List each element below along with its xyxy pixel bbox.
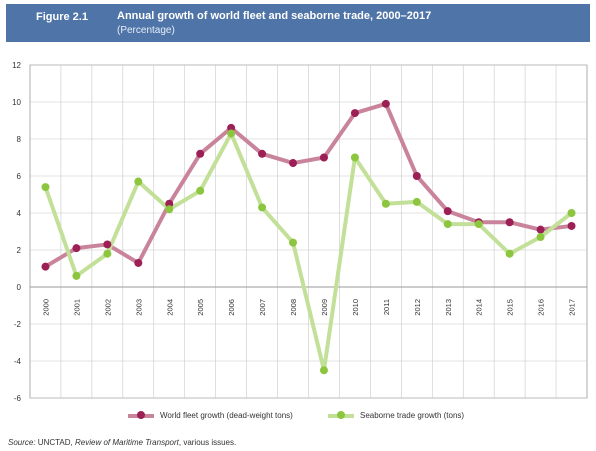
data-point-fleet [72, 244, 81, 253]
data-point-fleet [567, 221, 576, 230]
data-point-trade [319, 366, 328, 375]
x-tick-label: 2014 [475, 299, 484, 316]
figure-number: Figure 2.1 [36, 11, 88, 23]
y-tick-label: -2 [14, 320, 22, 329]
y-tick-label: -6 [14, 394, 22, 403]
x-tick-label: 2012 [413, 299, 422, 316]
data-point-trade [536, 233, 545, 242]
legend-label-trade: Seaborne trade growth (tons) [360, 410, 465, 420]
line-chart: 12 10 8 6 4 2 0 -2 -4 -6 2000 2001 2002 2003 2004 2005 2… [12, 61, 588, 403]
y-tick-label: 10 [12, 98, 21, 107]
data-point-fleet [443, 207, 452, 216]
source-prefix: Source: [8, 438, 36, 447]
legend-item-fleet: World fleet growth (dead-weight tons) [128, 408, 293, 422]
x-tick-label: 2003 [134, 299, 143, 316]
data-point-fleet [134, 258, 143, 267]
x-tick-label: 2004 [165, 299, 174, 316]
data-point-trade [412, 197, 421, 206]
data-point-trade [350, 153, 359, 162]
data-point-fleet [381, 99, 390, 108]
figure-subtitle: (Percentage) [117, 25, 175, 36]
source-body-1: UNCTAD, [35, 438, 75, 447]
data-point-trade [567, 209, 576, 217]
x-tick-label: 2000 [41, 299, 50, 316]
data-point-trade [474, 220, 483, 229]
y-tick-label: 0 [17, 283, 22, 292]
x-tick-label: 2017 [568, 299, 577, 316]
x-tick-label: 2016 [537, 299, 546, 316]
data-point-fleet [536, 225, 545, 234]
data-point-fleet [41, 262, 50, 271]
data-point-trade [227, 129, 236, 138]
figure-header: Figure 2.1 Annual growth of world fleet … [6, 4, 590, 42]
y-tick-label: 4 [17, 209, 22, 218]
y-tick-label: 12 [12, 61, 21, 70]
x-tick-label: 2001 [72, 299, 81, 316]
x-tick-label: 2008 [289, 299, 298, 316]
series-line-fleet [43, 101, 574, 269]
data-point-trade [443, 220, 452, 229]
x-tick-label: 2009 [320, 299, 329, 316]
series-line-trade [43, 131, 574, 373]
legend-swatch-trade [328, 408, 354, 422]
x-tick-label: 2013 [444, 299, 453, 316]
data-point-fleet [319, 153, 328, 162]
data-point-fleet [505, 218, 514, 227]
data-point-fleet [196, 149, 205, 158]
x-tick-label: 2005 [196, 299, 205, 316]
data-point-trade [289, 238, 298, 247]
legend-item-trade: Seaborne trade growth (tons) [328, 408, 464, 422]
y-tick-label: -4 [14, 357, 22, 366]
data-point-trade [134, 177, 143, 186]
x-tick-label: 2007 [258, 299, 267, 316]
x-tick-label: 2015 [506, 299, 515, 316]
data-point-fleet [103, 240, 112, 249]
y-tick-label: 8 [17, 135, 22, 144]
data-point-trade [72, 271, 81, 280]
source-note: Source: UNCTAD, Review of Maritime Trans… [8, 438, 236, 447]
x-tick-label: 2002 [103, 299, 112, 316]
source-publication: Review of Maritime Transport [74, 438, 179, 447]
legend-label-fleet: World fleet growth (dead-weight tons) [160, 410, 293, 420]
data-point-fleet [227, 123, 236, 132]
y-tick-label: 6 [17, 172, 22, 181]
data-point-fleet [165, 199, 174, 208]
data-point-trade [41, 183, 50, 192]
data-point-trade [165, 205, 174, 214]
data-point-trade [258, 203, 267, 212]
figure-title: Annual growth of world fleet and seaborn… [117, 10, 432, 22]
data-point-fleet [412, 172, 421, 180]
data-point-fleet [289, 159, 298, 168]
legend-swatch-fleet [128, 408, 154, 422]
data-point-trade [505, 249, 514, 258]
x-tick-label: 2006 [227, 299, 236, 316]
x-tick-label: 2010 [351, 299, 360, 316]
x-tick-label: 2011 [382, 299, 391, 315]
source-body-2: , various issues. [178, 438, 237, 447]
data-point-trade [381, 199, 390, 208]
data-point-trade [196, 186, 205, 195]
data-point-trade [103, 249, 112, 258]
data-point-fleet [258, 149, 267, 158]
y-tick-label: 2 [17, 246, 22, 255]
data-point-fleet [350, 109, 359, 118]
